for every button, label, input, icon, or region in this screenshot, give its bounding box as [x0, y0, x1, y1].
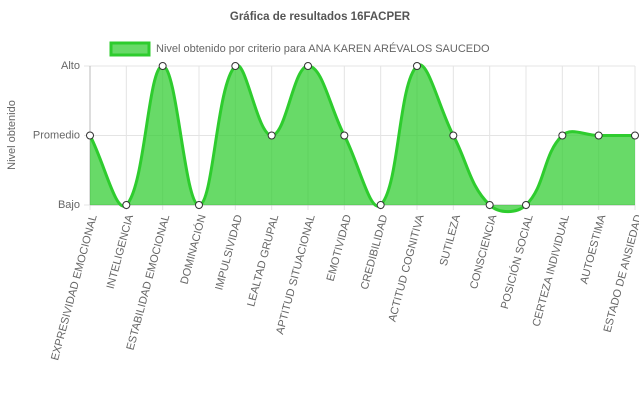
y-tick-label: Alto — [61, 60, 80, 72]
x-tick-label: ACTITUD COGNITIVA — [387, 213, 427, 323]
legend-label: Nivel obtenido por criterio para ANA KAR… — [156, 42, 490, 55]
x-tick-label: CREDIBILIDAD — [359, 213, 391, 291]
legend-swatch — [109, 41, 151, 57]
x-tick-label: APTITUD SITUACIONAL — [274, 213, 318, 335]
x-tick-label: CONSCIENCIA — [468, 213, 500, 291]
point — [558, 131, 567, 140]
point — [449, 131, 458, 140]
point — [340, 131, 349, 140]
y-axis-title: Nivel obtenido — [6, 100, 18, 170]
x-tick-label: DOMINACIÓN — [178, 213, 209, 285]
x-tick-label: ESTADO DE ANSIEDAD — [602, 213, 639, 333]
x-tick-label: INTELIGENCIA — [105, 213, 137, 291]
point — [122, 201, 131, 209]
y-tick-label: Bajo — [58, 199, 80, 211]
point — [158, 62, 167, 70]
x-tick-label: IMPULSIVIDAD — [213, 213, 245, 291]
x-tick-label: LEALTAD GRUPAL — [245, 213, 281, 308]
point — [413, 62, 421, 70]
x-tick-label: EMOTIVIDAD — [325, 213, 354, 282]
point — [195, 201, 203, 209]
point — [231, 62, 240, 70]
point — [376, 201, 385, 209]
area — [90, 64, 635, 212]
point — [485, 201, 494, 209]
chart-title: Gráfica de resultados 16FACPER — [230, 11, 411, 23]
point — [522, 201, 530, 209]
y-tick-label: Promedio — [33, 129, 80, 141]
x-tick-label: SUTILEZA — [438, 213, 463, 268]
point — [86, 131, 94, 140]
point — [304, 62, 312, 70]
point — [594, 131, 603, 140]
point — [267, 131, 276, 140]
point — [631, 131, 639, 140]
x-tick-label: POSICIÓN SOCIAL — [498, 213, 536, 310]
x-tick-label: AUTOESTIMA — [578, 213, 608, 286]
x-tick-label: ESTABILIDAD EMOCIONAL — [125, 213, 173, 351]
x-tick-label: EXPRESIVIDAD EMOCIONAL — [49, 213, 100, 361]
x-tick-label: CERTEZA INDIVIDUAL — [531, 213, 572, 328]
